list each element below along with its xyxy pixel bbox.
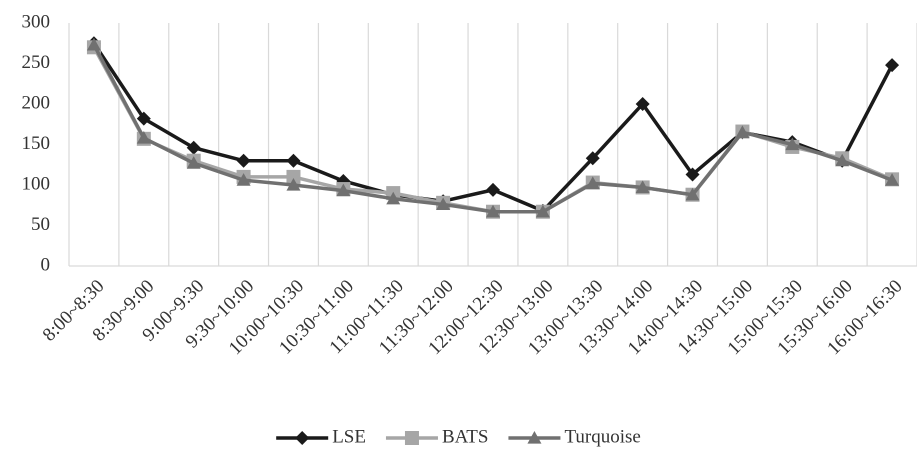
marker <box>336 183 351 197</box>
marker <box>86 37 101 51</box>
marker <box>436 197 451 211</box>
marker <box>236 153 251 168</box>
y-tick-label: 100 <box>22 173 51 194</box>
marker <box>735 125 750 138</box>
y-tick-label: 200 <box>22 92 51 113</box>
legend-label: Turquoise <box>564 426 640 447</box>
legend-marker <box>527 431 542 444</box>
marker <box>286 169 301 184</box>
marker <box>486 204 500 218</box>
marker <box>535 204 550 218</box>
marker <box>136 131 151 144</box>
marker <box>136 111 151 126</box>
y-tick-label: 50 <box>31 214 50 235</box>
marker <box>186 140 201 155</box>
marker <box>286 153 301 168</box>
y-tick-label: 0 <box>41 254 51 275</box>
marker <box>885 173 900 186</box>
y-tick-label: 150 <box>22 133 51 154</box>
marker <box>685 167 700 182</box>
marker <box>585 176 600 189</box>
marker <box>186 156 201 169</box>
marker <box>486 182 500 197</box>
legend-label: BATS <box>442 426 488 447</box>
marker <box>685 187 700 201</box>
legend-marker <box>404 431 419 445</box>
marker <box>835 153 850 167</box>
marker <box>286 178 301 191</box>
marker <box>885 58 900 73</box>
y-tick-label: 250 <box>22 52 51 73</box>
y-tick-label: 300 <box>22 11 51 32</box>
legend: LSE BATS Turquoise <box>276 426 641 447</box>
marker <box>386 191 401 205</box>
marker <box>635 180 650 194</box>
marker <box>236 173 251 186</box>
marker <box>585 151 600 166</box>
marker <box>785 137 800 151</box>
legend-label: LSE <box>332 426 366 447</box>
legend-marker <box>295 431 310 445</box>
marker <box>635 97 650 111</box>
